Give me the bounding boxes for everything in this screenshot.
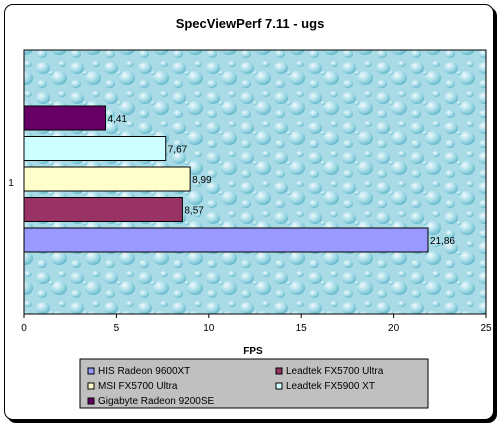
bars-layer: 21,86 8,57 8,99 7,67 4,41 [23, 105, 455, 253]
legend-swatch-1 [275, 367, 283, 375]
chart-title: SpecViewPerf 7.11 - ugs [176, 16, 325, 31]
legend-swatch-4 [87, 397, 95, 405]
legend-label-0: HIS Radeon 9600XT [98, 366, 190, 377]
bar-1 [23, 197, 183, 222]
legend-swatch-3 [275, 382, 283, 390]
x-tick-label-1: 5 [114, 323, 120, 334]
x-tick-label-2: 10 [203, 323, 215, 334]
x-tick-label-0: 0 [21, 323, 27, 334]
x-tick-label-5: 25 [480, 323, 492, 334]
legend: HIS Radeon 9600XT Leadtek FX5700 Ultra MSI… [79, 358, 429, 409]
bar-3 [23, 136, 167, 161]
legend-swatch-0 [87, 367, 95, 375]
data-label-0: 21,86 [430, 236, 455, 247]
bar-2 [23, 166, 191, 192]
legend-label-4: Gigabyte Radeon 9200SE [98, 396, 215, 407]
bar-0 [23, 227, 429, 253]
x-axis: 0 5 10 15 20 25 [21, 314, 492, 334]
data-label-1: 8,57 [184, 206, 204, 217]
x-tick-label-4: 20 [388, 323, 400, 334]
data-label-3: 7,67 [168, 145, 188, 156]
category-label: 1 [8, 178, 14, 189]
legend-box [79, 358, 429, 409]
legend-label-3: Leadtek FX5900 XT [286, 381, 375, 392]
data-label-4: 4,41 [107, 114, 127, 125]
x-axis-title: FPS [243, 346, 263, 357]
data-label-2: 8,99 [192, 175, 212, 186]
bar-4 [23, 105, 106, 131]
legend-label-1: Leadtek FX5700 Ultra [286, 366, 384, 377]
x-tick-label-3: 15 [296, 323, 308, 334]
legend-swatch-2 [87, 382, 95, 390]
legend-label-2: MSI FX5700 Ultra [98, 381, 178, 392]
